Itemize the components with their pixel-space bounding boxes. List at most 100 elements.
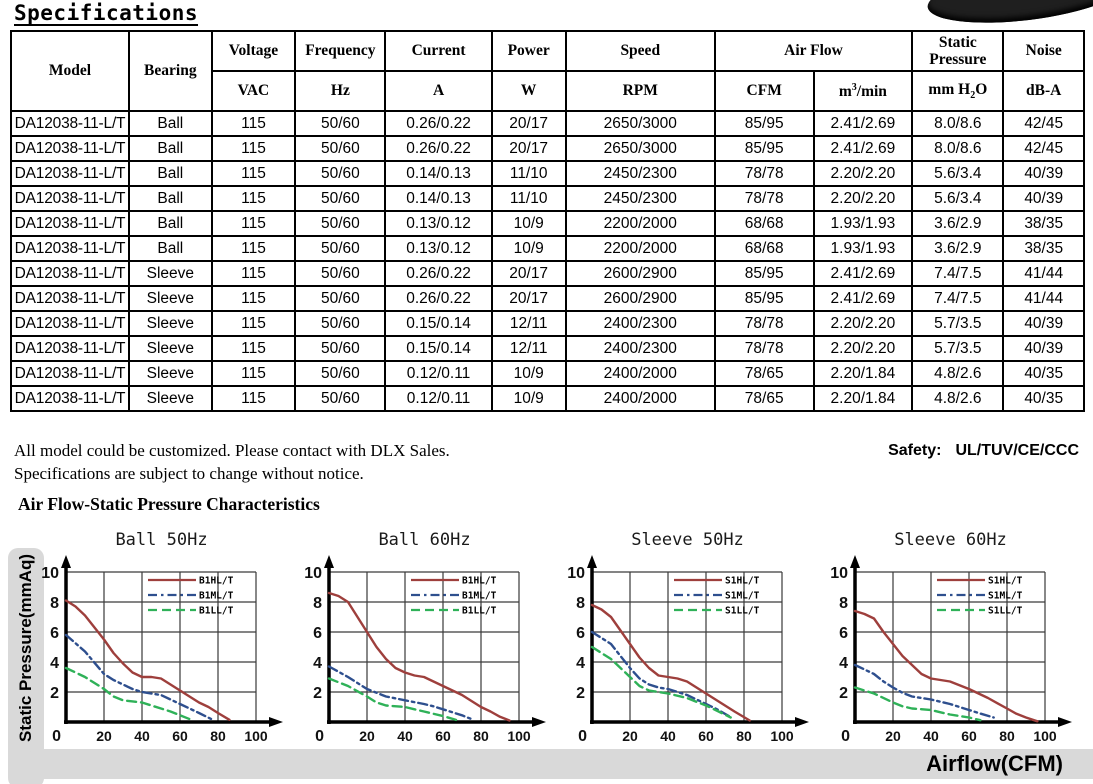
- cell-speed: 2600/2900: [564, 260, 716, 287]
- col-header-speed: Speed: [564, 30, 716, 72]
- unit-text: /min: [856, 82, 887, 100]
- table-body: DA12038-11-L/T Ball 115 50/60 0.26/0.22 20/17…: [9, 110, 1085, 412]
- cell-airflow-m3min: 2.20/2.20: [812, 310, 914, 337]
- cell-noise: 41/44: [1002, 285, 1085, 312]
- svg-text:8: 8: [576, 595, 585, 612]
- cell-speed: 2400/2300: [564, 310, 716, 337]
- col-unit-mmh2o: mm H2O: [911, 70, 1005, 112]
- cell-voltage: 115: [210, 360, 297, 387]
- cell-noise: 38/35: [1002, 210, 1085, 237]
- cell-bearing: Ball: [128, 110, 213, 137]
- svg-text:80: 80: [210, 728, 226, 744]
- note-line-2: Specifications are subject to change wit…: [14, 464, 364, 483]
- svg-text:2: 2: [313, 685, 322, 702]
- cell-airflow-cfm: 85/95: [713, 260, 815, 287]
- svg-text:8: 8: [313, 595, 322, 612]
- cell-frequency: 50/60: [294, 285, 387, 312]
- chart-sleeve-50hz: Sleeve 50Hz 2 4 6 8 10 0 20 40 60 80 100 S1HL/T S1ML/…: [556, 530, 819, 754]
- cell-power: 12/11: [490, 335, 567, 362]
- cell-power: 20/17: [490, 260, 567, 287]
- series-B1LL/T: [327, 677, 460, 722]
- cell-bearing: Sleeve: [128, 385, 213, 412]
- chart-sleeve-60hz: Sleeve 60Hz 2 4 6 8 10 0 20 40 60 80 100 S1HL/T S1ML/…: [819, 530, 1082, 754]
- cell-current: 0.14/0.13: [384, 160, 493, 187]
- cell-frequency: 50/60: [294, 235, 387, 262]
- cell-frequency: 50/60: [294, 210, 387, 237]
- cell-voltage: 115: [210, 310, 297, 337]
- cell-bearing: Sleeve: [128, 360, 213, 387]
- cell-speed: 2650/3000: [564, 110, 716, 137]
- notes: All model could be customized. Please co…: [14, 439, 450, 485]
- cell-current: 0.13/0.12: [384, 210, 493, 237]
- cell-current: 0.26/0.22: [384, 260, 493, 287]
- cell-airflow-m3min: 2.20/2.20: [812, 160, 914, 187]
- table-row: DA12038-11-L/T Sleeve 115 50/60 0.12/0.11 10/…: [9, 360, 1085, 387]
- cell-model: DA12038-11-L/T: [9, 235, 131, 262]
- cell-airflow-cfm: 68/68: [713, 235, 815, 262]
- svg-text:20: 20: [359, 728, 375, 744]
- legend-label: S1ML/T: [988, 591, 1023, 602]
- specifications-table: Model Bearing Voltage Frequency Current …: [9, 30, 1085, 412]
- col-unit-dba: dB-A: [1002, 70, 1085, 112]
- svg-text:100: 100: [507, 728, 531, 744]
- series-B1HL/T: [64, 599, 231, 721]
- chart-ball-60hz: Ball 60Hz 2 4 6 8 10 0 20 40 60 80 100 B1HL/T B1ML/T B…: [293, 530, 556, 754]
- cell-noise: 41/44: [1002, 260, 1085, 287]
- cell-static-pressure: 4.8/2.6: [911, 385, 1005, 412]
- cell-model: DA12038-11-L/T: [9, 360, 131, 387]
- cell-power: 11/10: [490, 185, 567, 212]
- cell-static-pressure: 7.4/7.5: [911, 285, 1005, 312]
- cell-current: 0.15/0.14: [384, 335, 493, 362]
- svg-text:100: 100: [244, 728, 268, 744]
- cell-airflow-m3min: 2.20/1.84: [812, 385, 914, 412]
- cell-frequency: 50/60: [294, 110, 387, 137]
- unit-text: O: [975, 80, 988, 98]
- cell-static-pressure: 3.6/2.9: [911, 210, 1005, 237]
- svg-text:10: 10: [304, 565, 322, 582]
- chart-ball-50hz: Ball 50Hz 2 4 6 8 10 0 20 40 60 80 100 B1HL/T B1ML/T B…: [30, 530, 293, 754]
- legend-label: B1ML/T: [462, 591, 497, 602]
- cell-noise: 40/35: [1002, 385, 1085, 412]
- legend-label: S1HL/T: [725, 576, 760, 587]
- cell-frequency: 50/60: [294, 310, 387, 337]
- cell-speed: 2450/2300: [564, 185, 716, 212]
- safety-note: Safety: UL/TUV/CE/CCC: [888, 442, 1079, 460]
- unit-subscript: 2: [970, 89, 976, 101]
- cell-model: DA12038-11-L/T: [9, 135, 131, 162]
- cell-voltage: 115: [210, 385, 297, 412]
- cell-noise: 40/35: [1002, 360, 1085, 387]
- cell-airflow-m3min: 2.20/2.20: [812, 335, 914, 362]
- cell-static-pressure: 7.4/7.5: [911, 260, 1005, 287]
- table-row: DA12038-11-L/T Sleeve 115 50/60 0.15/0.14 12/…: [9, 335, 1085, 362]
- cell-voltage: 115: [210, 210, 297, 237]
- col-unit-m3min: m3/min: [812, 70, 914, 112]
- charts-row: Ball 50Hz 2 4 6 8 10 0 20 40 60 80 100 B1HL/T B1ML/T B…: [30, 530, 1082, 754]
- cell-airflow-cfm: 85/95: [713, 135, 815, 162]
- safety-label: Safety:: [888, 442, 942, 459]
- cell-airflow-m3min: 2.41/2.69: [812, 135, 914, 162]
- col-unit-w: W: [490, 70, 567, 112]
- chart-title: Ball 50Hz: [115, 530, 208, 550]
- cell-current: 0.26/0.22: [384, 135, 493, 162]
- svg-text:20: 20: [885, 728, 901, 744]
- section-title: Air Flow-Static Pressure Characteristics: [18, 494, 320, 514]
- cell-power: 12/11: [490, 310, 567, 337]
- unit-text: mm H: [928, 80, 971, 98]
- col-unit-rpm: RPM: [564, 70, 716, 112]
- series-S1ML/T: [853, 663, 995, 719]
- series-S1HL/T: [853, 609, 1039, 723]
- unit-superscript: 3: [851, 81, 857, 93]
- svg-text:2: 2: [576, 685, 585, 702]
- table-row: DA12038-11-L/T Ball 115 50/60 0.26/0.22 20/17…: [9, 110, 1085, 137]
- cell-static-pressure: 5.7/3.5: [911, 335, 1005, 362]
- legend-label: B1LL/T: [462, 606, 497, 617]
- svg-text:2: 2: [50, 685, 59, 702]
- cell-current: 0.13/0.12: [384, 235, 493, 262]
- cell-noise: 40/39: [1002, 335, 1085, 362]
- cell-current: 0.12/0.11: [384, 360, 493, 387]
- page-title: Specifications: [14, 1, 199, 25]
- cell-noise: 42/45: [1002, 135, 1085, 162]
